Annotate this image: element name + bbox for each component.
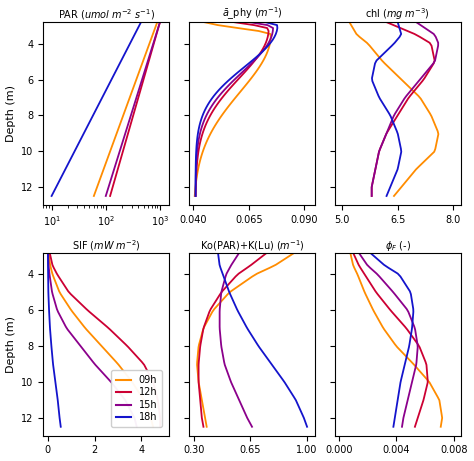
Y-axis label: Depth (m): Depth (m) (6, 316, 16, 373)
Y-axis label: Depth (m): Depth (m) (6, 85, 16, 142)
Title: $\phi_F$ (-): $\phi_F$ (-) (385, 239, 410, 253)
Title: chl ($\it{mg}$ $\it{m}$$^{\mathit{-3}}$): chl ($\it{mg}$ $\it{m}$$^{\mathit{-3}}$) (365, 6, 430, 22)
Title: Ko(PAR)+K(Lu) ($\it{m}$$^{\mathit{-1}}$): Ko(PAR)+K(Lu) ($\it{m}$$^{\mathit{-1}}$) (200, 238, 304, 253)
Legend: 09h, 12h, 15h, 18h: 09h, 12h, 15h, 18h (111, 370, 162, 427)
Title: SIF ($\it{mW}$ $\it{m}$$^{\mathit{-2}}$): SIF ($\it{mW}$ $\it{m}$$^{\mathit{-2}}$) (72, 238, 141, 253)
Title: $\bar{a}$_phy ($\it{m}$$^{\mathit{-1}}$): $\bar{a}$_phy ($\it{m}$$^{\mathit{-1}}$) (222, 6, 283, 22)
Title: PAR ($\it{umol}$ $\it{m}$$^{\mathit{-2}}$ $\it{s}$$^{\mathit{-1}}$): PAR ($\it{umol}$ $\it{m}$$^{\mathit{-2}}… (58, 7, 155, 22)
